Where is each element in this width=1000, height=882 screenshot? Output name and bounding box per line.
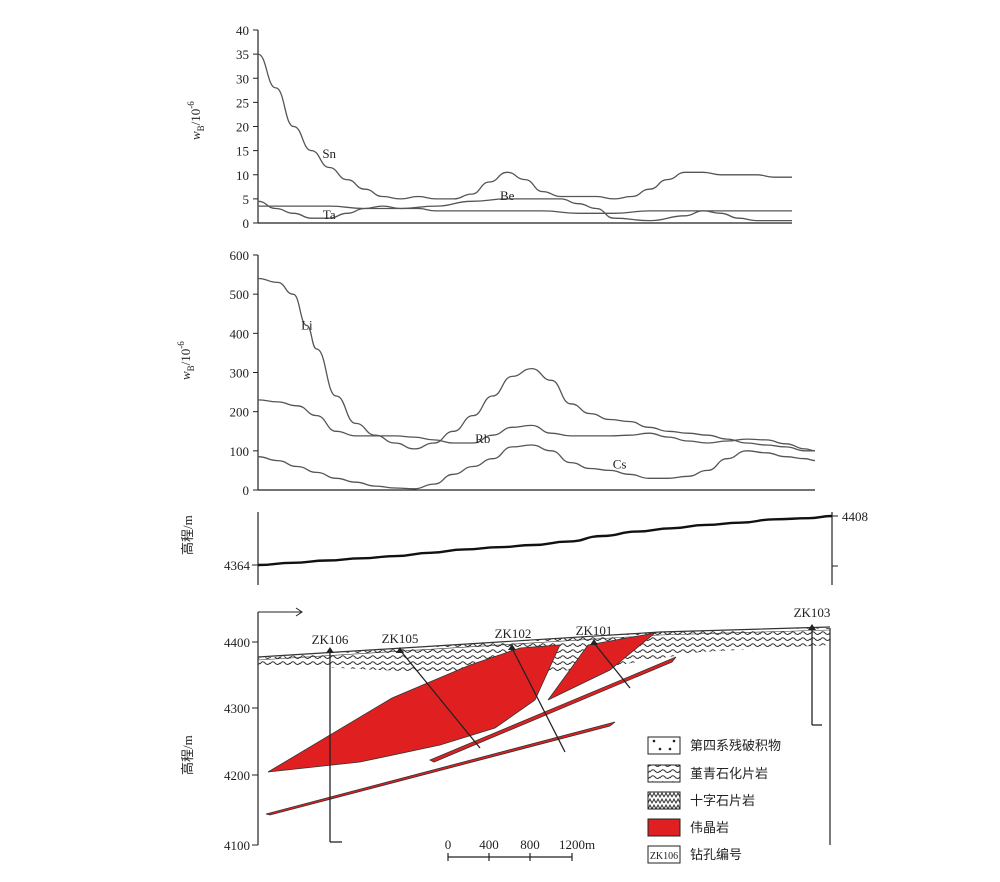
- elevation-right-label: 4408: [842, 509, 868, 524]
- series-label-li: Li: [301, 317, 313, 332]
- y-tick-label: 15: [236, 144, 249, 159]
- tick-label-4200: 4200: [224, 768, 250, 783]
- trace-element-chart-sn-be-ta: 0 5 10 15 20 25 30 35 40 Sn Be Ta wB/10-6: [186, 23, 793, 231]
- y-axis-label: 高程/m: [180, 515, 195, 555]
- drillhole-zk106: ZK106: [312, 632, 349, 843]
- y-tick-label: 500: [230, 287, 250, 302]
- legend-item-quaternary: 第四系残破积物: [647, 736, 781, 755]
- scale-tick-1200: 1200: [559, 837, 585, 852]
- elevation-line: [257, 514, 833, 567]
- trace-element-chart-li-rb-cs: 0 100 200 300 400 500 600 Li Rb Cs wB/10-6: [176, 248, 816, 498]
- drillhole-label: ZK101: [576, 623, 613, 638]
- legend-swatch-code: ZK106: [650, 851, 678, 862]
- tick-label-4100: 4100: [224, 838, 250, 853]
- series-label-rb: Rb: [475, 431, 490, 446]
- drillhole-label: ZK103: [794, 605, 831, 620]
- y-axis-label: wB/10-6: [186, 101, 206, 140]
- y-tick-label: 0: [243, 483, 250, 498]
- y-axis-label: wB/10-6: [176, 341, 196, 380]
- pegmatite-body-upper: [547, 632, 657, 701]
- tick-label-4400: 4400: [224, 635, 250, 650]
- pegmatite-vein-1: [429, 656, 677, 763]
- elevation-left-label: 4364: [224, 558, 251, 573]
- scale-tick-400: 400: [479, 837, 499, 852]
- y-tick-label: 400: [230, 326, 250, 341]
- geological-cross-section: 4400 4300 4200 4100 高程/m ZK106 ZK: [180, 605, 831, 864]
- series-be-line: [258, 198, 792, 222]
- drillhole-label: ZK105: [382, 631, 419, 646]
- series-li-line: [257, 277, 815, 452]
- series-cs-line: [257, 444, 816, 490]
- y-tick-label: 200: [230, 405, 250, 420]
- legend-label: 第四系残破积物: [690, 739, 781, 754]
- y-tick-label: 0: [243, 216, 250, 231]
- y-tick-label: 20: [236, 120, 249, 135]
- drillhole-zk103: ZK103: [794, 605, 831, 726]
- legend-item-staurolite-schist: 十字石片岩: [647, 791, 755, 810]
- y-tick-label: 40: [236, 23, 249, 38]
- elevation-profile: 4364 4408 高程/m: [180, 509, 868, 585]
- series-label-sn: Sn: [322, 146, 336, 161]
- drillhole-zk101: ZK101: [576, 623, 631, 689]
- y-tick-label: 10: [236, 168, 249, 183]
- tick-label-4300: 4300: [224, 701, 250, 716]
- legend-label: 伟晶岩: [690, 821, 729, 836]
- y-tick-label: 35: [236, 47, 249, 62]
- series-rb-line: [257, 399, 816, 452]
- scale-tick-800: 800: [520, 837, 540, 852]
- legend-item-cordierite-schist: 堇青石化片岩: [647, 764, 768, 783]
- y-tick-label: 25: [236, 95, 249, 110]
- series-label-cs: Cs: [613, 456, 627, 471]
- scale-bar: 0 400 800 1200 m: [445, 837, 595, 861]
- y-axis-label: 高程/m: [180, 735, 195, 775]
- drillholes: ZK106 ZK105 ZK102 ZK101 ZK103: [312, 605, 831, 843]
- ground-surface: [257, 626, 831, 658]
- legend-label: 堇青石化片岩: [690, 767, 768, 782]
- y-tick-label: 100: [230, 444, 250, 459]
- legend: 第四系残破积物 堇青石化片岩 十字石片岩 伟晶岩 ZK106 钻孔编号: [647, 736, 781, 864]
- drillhole-zk102: ZK102: [495, 626, 566, 753]
- legend-item-drillhole-number: ZK106 钻孔编号: [647, 845, 742, 864]
- y-tick-label: 300: [230, 366, 250, 381]
- drillhole-label: ZK106: [312, 632, 349, 647]
- series-label-be: Be: [500, 188, 515, 203]
- drillhole-label: ZK102: [495, 626, 532, 641]
- y-tick-label: 5: [243, 192, 250, 207]
- scale-tick-0: 0: [445, 837, 452, 852]
- legend-item-pegmatite: 伟晶岩: [647, 818, 729, 837]
- legend-label: 十字石片岩: [690, 794, 755, 809]
- legend-label: 钻孔编号: [690, 848, 742, 863]
- scale-unit: m: [585, 837, 595, 852]
- drillhole-zk105: ZK105: [382, 631, 481, 749]
- series-label-ta: Ta: [323, 207, 336, 222]
- pegmatite-body-main: [267, 644, 561, 773]
- series-sn-line: [257, 53, 792, 200]
- y-tick-label: 600: [230, 248, 250, 263]
- section-arrow: [258, 607, 303, 617]
- series-ta-line: [257, 200, 793, 219]
- y-tick-label: 30: [236, 71, 249, 86]
- pegmatite-vein-2: [265, 721, 616, 816]
